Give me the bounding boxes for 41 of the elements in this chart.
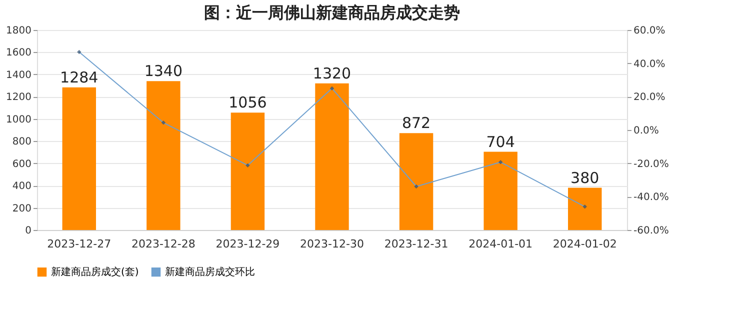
data-label: 872 [402, 114, 431, 132]
y-tick-label: 1200 [6, 92, 32, 104]
x-tick-label: 2024-01-01 [468, 238, 533, 250]
bar [484, 152, 518, 230]
data-label: 1320 [312, 64, 352, 82]
x-tick-label: 2023-12-31 [384, 238, 448, 250]
bar [146, 81, 180, 230]
chart-title: 图：近一周佛山新建商品房成交走势 [204, 3, 460, 22]
y-tick-label: 600 [12, 158, 32, 170]
x-tick-label: 2023-12-29 [216, 238, 280, 250]
data-label: 380 [570, 168, 600, 187]
bar [62, 87, 96, 230]
y2-tick-label: 20.0% [634, 92, 666, 104]
bar [230, 112, 265, 230]
y-tick-label: 1000 [6, 114, 32, 126]
bar [568, 188, 602, 230]
y2-tick-label: 60.0% [634, 26, 666, 36]
bar [315, 83, 349, 230]
y-tick-label: 1600 [6, 48, 32, 59]
y2-tick-label: -60.0% [634, 226, 669, 236]
legend-label: 新建商品房成交(套) [51, 266, 139, 278]
data-label: 704 [486, 132, 515, 151]
y-tick-label: 800 [12, 136, 32, 148]
x-tick-label: 2023-12-27 [47, 238, 112, 250]
data-label: 1056 [228, 94, 267, 112]
y2-tick-label: 40.0% [634, 58, 666, 70]
y2-tick-label: 0.0% [634, 126, 659, 136]
legend-label: 新建商品房成交环比 [165, 266, 255, 278]
y-tick-label: 400 [12, 181, 32, 192]
x-tick-label: 2024-01-02 [552, 238, 617, 250]
x-tick-label: 2023-12-28 [131, 238, 196, 250]
y2-tick-label: -40.0% [634, 192, 669, 204]
data-label: 1284 [60, 68, 98, 86]
y-tick-label: 1400 [6, 70, 32, 81]
data-label: 1340 [144, 62, 183, 80]
bar [399, 133, 434, 230]
y-tick-label: 1800 [6, 26, 32, 36]
x-tick-label: 2023-12-30 [300, 238, 364, 250]
y-tick-label: 0 [25, 226, 32, 236]
y-tick-label: 200 [12, 203, 32, 214]
y2-tick-label: -20.0% [634, 158, 669, 170]
